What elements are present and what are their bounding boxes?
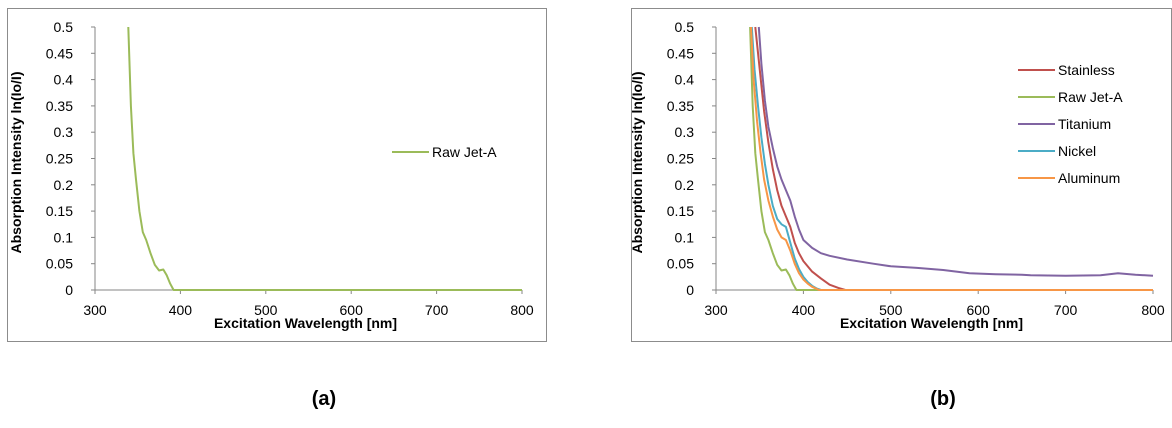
x-axis-title: Excitation Wavelength [nm] [214, 315, 397, 331]
legend-label: Raw Jet-A [1058, 89, 1123, 105]
y-tick-label: 0.25 [667, 151, 694, 167]
y-tick-label: 0.35 [46, 98, 73, 114]
y-tick-label: 0.15 [667, 203, 694, 219]
x-tick-label: 800 [1141, 302, 1165, 318]
legend-label: Stainless [1058, 62, 1115, 78]
legend-label: Aluminum [1058, 170, 1120, 186]
series-line-titanium [757, 26, 1154, 277]
x-tick-label: 700 [425, 302, 449, 318]
series-line-stainless [754, 26, 1153, 291]
chart-panel-b [631, 8, 1172, 342]
y-tick-label: 0.05 [667, 256, 694, 272]
y-tick-label: 0.15 [46, 203, 73, 219]
y-tick-label: 0.3 [54, 124, 74, 140]
caption-a: (a) [311, 388, 337, 410]
x-tick-label: 800 [510, 302, 534, 318]
y-tick-label: 0.2 [675, 177, 695, 193]
y-axis-title: Absorption Intensity ln(Io/I) [8, 72, 24, 254]
x-tick-label: 500 [879, 302, 903, 318]
x-tick-label: 600 [340, 302, 364, 318]
x-axis-title: Excitation Wavelength [nm] [840, 315, 1023, 331]
y-tick-label: 0.35 [667, 98, 694, 114]
y-tick-label: 0.05 [46, 256, 73, 272]
caption-b: (b) [930, 388, 956, 410]
y-tick-label: 0.45 [667, 45, 694, 61]
x-tick-label: 600 [967, 302, 991, 318]
y-tick-label: 0.4 [675, 72, 695, 88]
y-tick-label: 0.2 [54, 177, 74, 193]
y-tick-label: 0.3 [675, 124, 695, 140]
series-line-raw-jet-a [749, 26, 1153, 291]
y-tick-label: 0.1 [675, 229, 695, 245]
y-tick-label: 0.5 [675, 19, 695, 35]
y-tick-label: 0.25 [46, 151, 73, 167]
legend-label: Titanium [1058, 116, 1111, 132]
y-tick-label: 0.45 [46, 45, 73, 61]
y-axis-title: Absorption Intensity ln(Io/I) [629, 72, 645, 254]
legend-label: Raw Jet-A [432, 144, 497, 160]
y-tick-label: 0 [686, 282, 694, 298]
x-tick-label: 400 [169, 302, 193, 318]
x-tick-label: 500 [254, 302, 278, 318]
y-tick-label: 0.5 [54, 19, 74, 35]
y-tick-label: 0.1 [54, 229, 74, 245]
legend-label: Nickel [1058, 143, 1096, 159]
y-tick-label: 0.4 [54, 72, 74, 88]
y-tick-label: 0 [65, 282, 73, 298]
series-line-aluminum [750, 26, 1153, 291]
x-tick-label: 400 [792, 302, 816, 318]
x-tick-label: 300 [704, 302, 728, 318]
x-tick-label: 300 [83, 302, 107, 318]
chart-panel-a [7, 8, 547, 342]
x-tick-label: 700 [1054, 302, 1078, 318]
series-line-raw-jet-a [127, 26, 522, 291]
